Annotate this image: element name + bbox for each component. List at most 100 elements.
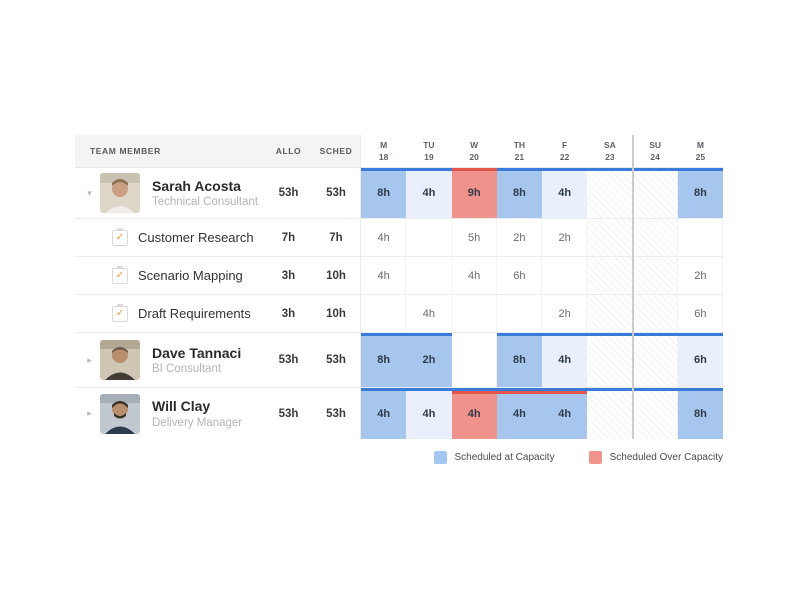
allocated-hours: 53h [278, 407, 299, 420]
day-header-su24: SU 24 [649, 140, 662, 162]
expand-chevron-icon[interactable]: ▸ [87, 354, 92, 365]
schedule-cell[interactable]: 2h [406, 333, 452, 387]
scheduled-hours: 7h [329, 231, 343, 244]
schedule-cell[interactable]: 8h [677, 168, 723, 218]
capacity-legend: Scheduled at Capacity Scheduled Over Cap… [75, 451, 723, 464]
task-name: Customer Research [138, 230, 254, 245]
column-header-allocated: ALLO [275, 146, 302, 156]
schedule-cell[interactable]: 4h [542, 388, 588, 439]
schedule-cell[interactable]: 4h [361, 388, 407, 439]
schedule-cell-weekend[interactable] [632, 219, 678, 256]
schedule-cell[interactable]: 4h [406, 388, 452, 439]
schedule-cell[interactable]: 2h [677, 257, 723, 294]
day-header-m25: M 25 [695, 140, 706, 162]
schedule-cell[interactable]: 8h [361, 168, 407, 218]
schedule-cell[interactable]: 4h [361, 257, 407, 294]
schedule-cell[interactable]: 8h [496, 333, 542, 387]
schedule-cell[interactable] [677, 219, 723, 256]
schedule-cell-weekend[interactable] [632, 257, 678, 294]
collapse-chevron-icon[interactable]: ▾ [87, 187, 92, 198]
column-header-team-member: TEAM MEMBER [90, 146, 161, 156]
day-header-m18: M 18 [378, 140, 389, 162]
schedule-cell[interactable]: 6h [496, 257, 542, 294]
task-checklist-icon[interactable]: ✓ [112, 265, 128, 284]
day-header-sa23: SA 23 [603, 140, 616, 162]
table-row-member-will-clay[interactable]: ▸ Will Clay Delivery Manager 53h 53h [75, 387, 723, 439]
schedule-cell[interactable]: 5h [451, 219, 497, 256]
schedule-cell-weekend[interactable] [587, 257, 633, 294]
schedule-cell[interactable]: 2h [542, 295, 588, 332]
allocated-hours: 53h [278, 354, 299, 366]
over-capacity-swatch-icon [588, 451, 602, 464]
schedule-cell[interactable] [361, 295, 407, 332]
allocated-hours: 7h [281, 231, 296, 244]
schedule-cell[interactable]: 2h [496, 219, 542, 256]
day-header-tu19: TU 19 [423, 140, 435, 162]
allocated-hours: 3h [281, 307, 296, 320]
table-header-row: TEAM MEMBER ALLO SCHED M 18 TU 19 W 20 TH 21… [75, 135, 723, 168]
schedule-cell-weekend[interactable] [632, 388, 678, 439]
schedule-cell-weekend[interactable] [587, 219, 633, 256]
member-name: Will Clay [152, 398, 211, 415]
schedule-cell-weekend[interactable] [632, 295, 678, 332]
schedule-cell[interactable] [406, 257, 452, 294]
schedule-cell[interactable] [496, 295, 542, 332]
schedule-cell[interactable]: 4h [542, 333, 588, 387]
schedule-cell[interactable]: 8h [677, 388, 723, 439]
scheduled-hours: 53h [326, 354, 346, 366]
schedule-cell[interactable] [542, 257, 588, 294]
table-row-task-scenario-mapping[interactable]: ✓ Scenario Mapping 3h 10h 4h 4h 6h 2h [75, 256, 723, 294]
scheduled-hours: 10h [326, 269, 346, 282]
task-checklist-icon[interactable]: ✓ [112, 303, 128, 322]
member-name: Dave Tannaci [152, 344, 242, 361]
schedule-cell[interactable]: 8h [361, 333, 407, 387]
schedule-cell[interactable]: 6h [677, 333, 723, 387]
scheduled-hours: 53h [326, 187, 346, 199]
table-row-task-draft-requirements[interactable]: ✓ Draft Requirements 3h 10h 4h 2h 6h [75, 294, 723, 332]
table-row-member-dave-tannaci[interactable]: ▸ Dave Tannaci BI Consultant 53h 53h 8h [75, 332, 723, 387]
capacity-strip [361, 168, 723, 171]
schedule-cell[interactable]: 4h [361, 219, 407, 256]
workload-table: TEAM MEMBER ALLO SCHED M 18 TU 19 W 20 TH 21… [75, 135, 723, 439]
schedule-cell[interactable]: 4h [406, 168, 452, 218]
schedule-cell[interactable]: 9h [451, 168, 497, 218]
schedule-cell-weekend[interactable] [632, 168, 678, 218]
legend-label: Scheduled at Capacity [454, 452, 555, 463]
task-name: Scenario Mapping [138, 268, 243, 283]
schedule-cell[interactable] [451, 295, 497, 332]
member-role: BI Consultant [152, 363, 222, 376]
schedule-cell[interactable]: 4h [496, 388, 542, 439]
schedule-cell-weekend[interactable] [587, 333, 633, 387]
schedule-cell[interactable]: 2h [542, 219, 588, 256]
schedule-cell[interactable]: 4h [542, 168, 588, 218]
scheduled-hours: 10h [326, 307, 346, 320]
day-header-w20: W 20 [469, 140, 479, 162]
expand-chevron-icon[interactable]: ▸ [87, 408, 92, 418]
at-capacity-swatch-icon [433, 451, 447, 464]
schedule-cell-weekend[interactable] [587, 295, 633, 332]
capacity-strip [361, 388, 723, 391]
table-row-member-sarah-acosta[interactable]: ▾ Sarah Acosta Technical Consultant 53h … [75, 168, 723, 218]
day-header-f22: F 22 [559, 140, 570, 162]
day-header-strip: M 18 TU 19 W 20 TH 21 F 22 SA 23 SU 24 M 25 [360, 135, 723, 167]
allocated-hours: 3h [281, 269, 296, 282]
column-header-scheduled: SCHED [319, 146, 353, 156]
schedule-cell-weekend[interactable] [587, 168, 633, 218]
schedule-cell[interactable]: 4h [406, 295, 452, 332]
week-divider [632, 135, 634, 439]
schedule-cell-weekend[interactable] [632, 333, 678, 387]
schedule-cell[interactable] [406, 219, 452, 256]
task-checklist-icon[interactable]: ✓ [112, 227, 128, 246]
schedule-cell-weekend[interactable] [587, 388, 633, 439]
schedule-cell[interactable]: 6h [677, 295, 723, 332]
schedule-cell[interactable]: 8h [496, 168, 542, 218]
schedule-cell[interactable]: 4h [451, 257, 497, 294]
day-header-th21: TH 21 [513, 140, 526, 162]
schedule-cell[interactable] [451, 333, 497, 387]
member-role: Delivery Manager [152, 416, 243, 429]
task-name: Draft Requirements [138, 306, 251, 321]
schedule-cell[interactable]: 4h [451, 388, 497, 439]
legend-item-over-capacity: Scheduled Over Capacity [588, 451, 723, 464]
table-row-task-customer-research[interactable]: ✓ Customer Research 7h 7h 4h 5h 2h 2h [75, 218, 723, 256]
